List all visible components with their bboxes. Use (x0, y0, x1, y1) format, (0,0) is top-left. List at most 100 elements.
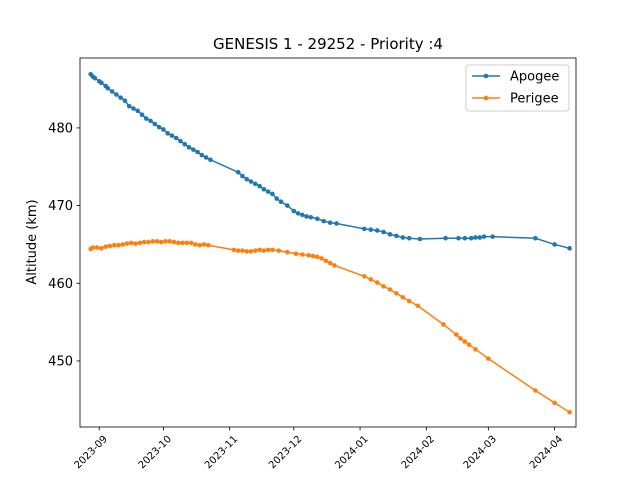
apogee-point (265, 189, 271, 194)
y-tick-label: 460 (48, 277, 73, 292)
perigee-point (387, 287, 393, 292)
perigee-point (197, 242, 203, 248)
apogee-point (387, 232, 393, 237)
apogee-point (417, 236, 423, 242)
perigee-line (90, 240, 570, 413)
perigee-point (257, 247, 262, 253)
perigee-point (533, 388, 538, 393)
perigee-point (265, 247, 271, 253)
apogee-point (161, 127, 166, 132)
apogee-point (406, 235, 412, 241)
perigee-point (231, 247, 237, 253)
apogee-point (109, 89, 115, 94)
perigee-point (184, 240, 190, 246)
apogee-point (195, 149, 200, 155)
apogee-point (99, 80, 104, 86)
apogee-point (135, 108, 141, 114)
perigee-point (285, 249, 290, 255)
perigee-point (205, 242, 211, 248)
apogee-point (362, 226, 367, 232)
perigee-point (167, 239, 173, 244)
perigee-point (400, 294, 406, 300)
apogee-point (278, 199, 284, 205)
apogee-point (473, 235, 478, 240)
legend-apogee-label: Apogee (510, 70, 559, 85)
perigee-point (158, 239, 164, 245)
apogee-point (274, 196, 279, 201)
apogee-point (105, 86, 111, 91)
apogee-point (327, 220, 333, 225)
perigee-point (253, 248, 258, 253)
perigee-point (129, 240, 134, 246)
perigee-point (99, 246, 104, 251)
apogee-point (300, 212, 305, 218)
apogee-point (374, 228, 380, 233)
apogee-point (139, 112, 145, 118)
x-tick-label: 2024-01 (333, 434, 370, 471)
apogee-point (248, 179, 254, 184)
x-tick-label: 2023-12 (267, 434, 304, 471)
perigee-point (137, 240, 143, 246)
apogee-point (334, 221, 339, 226)
perigee-point (332, 263, 337, 268)
apogee-point (165, 131, 170, 136)
apogee-point (291, 208, 297, 214)
apogee-point (156, 124, 162, 130)
apogee-point (240, 173, 245, 179)
perigee-point (180, 240, 185, 246)
perigee-point (306, 253, 312, 258)
apogee-point (462, 235, 468, 241)
apogee-point (456, 235, 461, 241)
plot-area (88, 72, 572, 415)
apogee-point (131, 106, 136, 111)
apogee-point (477, 235, 483, 240)
apogee-point (244, 176, 250, 182)
y-tick-label: 450 (48, 354, 73, 369)
perigee-point (107, 243, 113, 249)
perigee-point (319, 256, 324, 261)
perigee-point (270, 247, 275, 253)
y-tick-label: 470 (48, 199, 73, 214)
perigee-point (94, 245, 100, 250)
perigee-point (315, 254, 320, 260)
perigee-point (300, 252, 305, 257)
perigee-point (458, 336, 463, 341)
perigee-point (133, 241, 138, 246)
apogee-point (169, 133, 175, 138)
legend: Apogee Perigee (465, 64, 570, 112)
apogee-point (481, 234, 487, 239)
perigee-point (293, 251, 299, 257)
apogee-point (199, 152, 205, 158)
apogee-point (308, 214, 314, 220)
y-axis-label: Altitude (km) (25, 199, 40, 284)
perigee-point (124, 241, 130, 246)
legend-perigee-label: Perigee (510, 92, 559, 107)
apogee-point (443, 235, 448, 241)
perigee-point (248, 249, 254, 254)
apogee-point (257, 183, 262, 189)
perigee-point (394, 291, 399, 296)
perigee-point (171, 239, 177, 245)
perigee-point (188, 240, 194, 246)
perigee-point (323, 258, 329, 264)
perigee-point (567, 409, 572, 415)
x-tick-label: 2023-11 (203, 434, 240, 471)
apogee-point (203, 155, 209, 160)
perigee-point (441, 322, 446, 327)
perigee-point (486, 356, 491, 361)
apogee-point (295, 211, 301, 216)
perigee-point (327, 260, 333, 266)
apogee-point (152, 121, 158, 127)
perigee-point (453, 332, 459, 337)
x-tick-label: 2024-02 (400, 434, 437, 471)
axes: 450 460 470 480 2023-09 2023-10 2023-11 2023-12… (48, 57, 577, 471)
apogee-point (208, 157, 213, 163)
apogee-point (533, 235, 538, 241)
perigee-point (150, 239, 155, 244)
apogee-point (182, 141, 188, 147)
apogee-point (270, 191, 275, 197)
perigee-point (276, 248, 282, 253)
apogee-point (567, 246, 572, 251)
apogee-point (468, 235, 474, 241)
perigee-point (176, 240, 181, 246)
